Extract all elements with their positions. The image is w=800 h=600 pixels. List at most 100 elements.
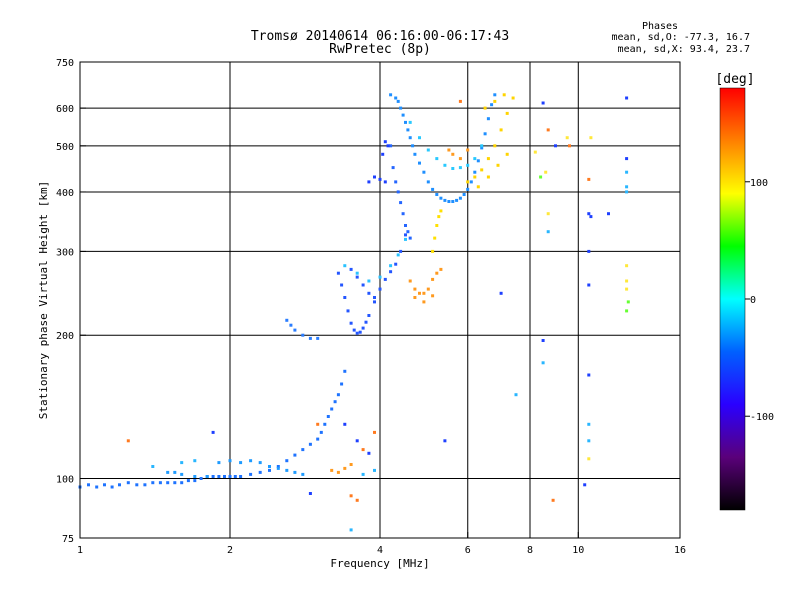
data-point <box>396 190 400 194</box>
data-point <box>285 468 289 472</box>
data-point <box>486 157 490 161</box>
data-point <box>373 296 376 299</box>
data-point <box>396 99 400 103</box>
y-axis-label: Stationary phase Virtual Height [km] <box>37 181 50 419</box>
data-point <box>301 333 305 337</box>
data-point <box>435 224 439 227</box>
data-point <box>223 475 226 478</box>
data-point <box>205 475 209 478</box>
data-point <box>514 393 518 397</box>
data-point <box>568 144 571 148</box>
data-point <box>443 439 447 443</box>
colorbar-tick-label: -100 <box>750 412 774 423</box>
data-point <box>301 472 305 476</box>
data-point <box>193 459 197 463</box>
data-point <box>404 120 407 124</box>
data-point <box>499 128 503 132</box>
data-point <box>349 267 353 271</box>
chart-subtitle: RwPretec (8p) <box>329 42 431 57</box>
data-point <box>433 236 437 240</box>
data-point <box>511 96 515 100</box>
data-point <box>367 314 371 317</box>
data-point <box>308 336 312 340</box>
y-axis-ticks: 75 100 200 300 400 500 600 750 <box>56 58 86 545</box>
data-point <box>583 483 587 487</box>
data-point <box>587 422 591 426</box>
data-point <box>451 152 455 156</box>
data-point <box>373 300 376 304</box>
data-point <box>426 180 430 184</box>
data-point <box>180 481 184 485</box>
data-point <box>323 422 327 426</box>
data-point <box>166 470 170 474</box>
data-point <box>336 393 340 397</box>
data-point <box>358 330 362 334</box>
data-point <box>505 111 509 115</box>
data-point <box>386 144 390 148</box>
data-point <box>233 475 237 478</box>
data-point <box>396 253 400 257</box>
data-point <box>544 170 548 174</box>
data-point <box>355 331 359 335</box>
data-point <box>625 96 629 100</box>
data-point <box>399 106 403 110</box>
x-axis-ticks: 1 2 4 6 8 10 16 <box>77 532 686 556</box>
data-point <box>151 465 155 468</box>
data-point <box>589 215 593 219</box>
data-point <box>533 150 537 154</box>
data-point <box>343 264 347 268</box>
data-point <box>413 287 417 291</box>
y-tick-label: 400 <box>56 188 74 199</box>
data-point <box>466 187 470 191</box>
data-point <box>340 382 344 386</box>
data-point <box>439 196 443 200</box>
y-tick-label: 75 <box>62 534 74 545</box>
data-point <box>389 270 393 274</box>
data-point <box>539 175 543 179</box>
data-point <box>541 339 545 342</box>
data-point <box>625 170 629 174</box>
x-tick-label: 2 <box>227 545 233 556</box>
data-point <box>625 190 629 194</box>
data-point <box>126 439 130 443</box>
data-point <box>493 99 497 103</box>
data-point <box>476 185 480 189</box>
data-point <box>469 180 473 184</box>
data-point <box>476 159 480 163</box>
data-point <box>333 400 337 404</box>
stats-header: Phases <box>642 21 678 32</box>
data-point <box>607 212 610 216</box>
data-point <box>418 161 421 165</box>
data-point <box>443 198 447 202</box>
data-point <box>276 466 280 470</box>
data-point <box>135 483 139 487</box>
data-point <box>330 468 334 472</box>
data-point <box>404 237 407 241</box>
data-point <box>399 249 403 253</box>
data-point <box>193 475 197 478</box>
colorbar-label: [deg] <box>715 72 754 87</box>
data-point <box>625 185 629 189</box>
data-point <box>293 328 297 332</box>
data-point <box>493 93 497 97</box>
data-point <box>473 175 477 179</box>
data-point <box>422 291 426 295</box>
y-tick-label: 200 <box>56 331 74 342</box>
data-point <box>486 117 490 121</box>
data-point <box>343 422 347 426</box>
data-point <box>349 463 353 466</box>
data-point <box>408 120 412 124</box>
data-point <box>373 430 376 434</box>
data-point <box>408 236 412 240</box>
data-point <box>587 373 591 377</box>
data-point <box>565 136 569 140</box>
stats-line-x: mean, sd,X: 93.4, 23.7 <box>618 44 750 55</box>
x-tick-label: 8 <box>527 545 533 556</box>
data-point <box>343 466 347 470</box>
data-point <box>408 279 412 283</box>
data-point <box>451 167 455 170</box>
y-tick-label: 500 <box>56 142 74 153</box>
data-point <box>186 479 190 483</box>
data-point <box>455 198 459 202</box>
data-point <box>336 470 340 474</box>
